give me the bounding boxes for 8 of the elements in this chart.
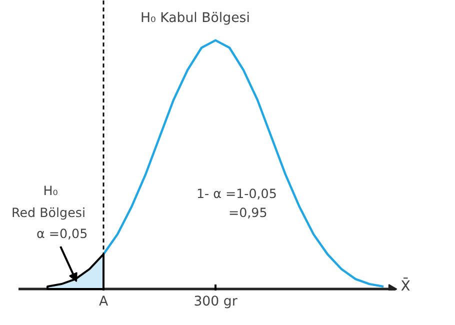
annotation: H₀: [43, 183, 58, 198]
annotation: Red Bölgesi: [12, 205, 86, 220]
annotation: 1- α =1-0,05: [196, 186, 277, 201]
x-tick-label: 300 gr: [194, 294, 238, 310]
annotation: α =0,05: [36, 226, 88, 241]
annotation: =0,95: [228, 205, 268, 220]
x-tick-label: A: [98, 294, 108, 310]
chart-title: H₀ Kabul Bölgesi: [140, 11, 250, 26]
